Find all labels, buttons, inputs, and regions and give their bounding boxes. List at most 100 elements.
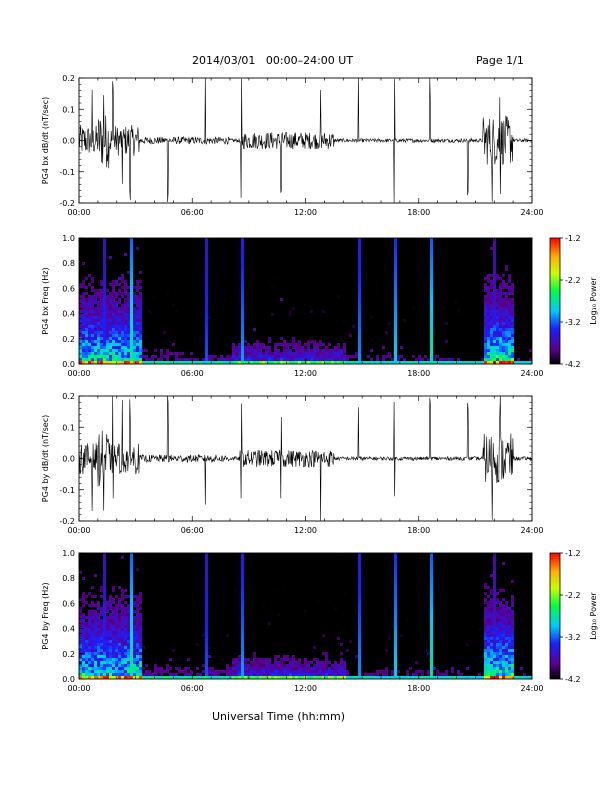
spectrogram-cell	[430, 250, 433, 253]
spectrogram-cell	[133, 298, 136, 301]
spectrogram-cell	[430, 625, 433, 628]
spectrogram-cell	[499, 631, 502, 634]
spectrogram-cell	[124, 589, 127, 592]
spectrogram-cell	[484, 334, 487, 337]
spectrogram-cell	[322, 673, 325, 676]
spectrogram-cell	[118, 346, 121, 349]
spectrogram-cell	[490, 355, 493, 358]
spectrogram-cell	[118, 652, 121, 655]
spectrogram-cell	[133, 622, 136, 625]
spectrogram-cell	[442, 358, 445, 361]
spectrogram-cell	[85, 664, 88, 667]
spectrogram-cell	[499, 616, 502, 619]
spectrogram-cell	[235, 661, 238, 664]
spectrogram-cell	[118, 328, 121, 331]
spectrogram-cell	[94, 625, 97, 628]
spectrogram-cell	[103, 670, 106, 673]
spectrogram-cell	[91, 673, 94, 676]
spectrogram-cell	[97, 346, 100, 349]
spectrogram-cell	[484, 283, 487, 286]
spectrogram-cell	[88, 652, 91, 655]
spectrogram-cell	[112, 673, 115, 676]
spectrogram-cell	[208, 361, 211, 364]
spectrogram-cell	[397, 355, 400, 358]
spectrogram-cell	[289, 352, 292, 355]
spectrogram-cell	[490, 655, 493, 658]
spectrogram-cell	[502, 301, 505, 304]
spectrogram-cell	[499, 337, 502, 340]
spectrogram-cell	[100, 328, 103, 331]
spectrogram-cell	[505, 340, 508, 343]
spectrogram-cell	[445, 322, 448, 325]
spectrogram-cell	[109, 604, 112, 607]
spectrogram-cell	[493, 640, 496, 643]
spectrogram-cell	[496, 349, 499, 352]
spectrogram-cell	[370, 673, 373, 676]
spectrogram-cell	[439, 676, 442, 679]
spectrogram-cell	[121, 274, 124, 277]
spectrogram-cell	[136, 358, 139, 361]
spectrogram-cell	[475, 361, 478, 364]
spectrogram-cell	[124, 319, 127, 322]
spectrogram-cell	[448, 244, 451, 247]
spectrogram-cell	[490, 676, 493, 679]
spectrogram-cell	[289, 349, 292, 352]
spectrogram-cell	[247, 271, 250, 274]
spectrogram-cell	[91, 289, 94, 292]
spectrogram-cell	[79, 334, 82, 337]
spectrogram-cell	[367, 361, 370, 364]
spectrogram-cell	[451, 358, 454, 361]
spectrogram-cell	[112, 310, 115, 313]
spectrogram-cell	[505, 655, 508, 658]
spectrogram-cell	[94, 613, 97, 616]
spectrogram-cell	[160, 676, 163, 679]
spectrogram-cell	[154, 349, 157, 352]
spectrogram-cell	[430, 286, 433, 289]
spectrogram-cell	[262, 358, 265, 361]
spectrogram-cell	[337, 673, 340, 676]
spectrogram-cell	[103, 301, 106, 304]
spectrogram-cell	[487, 601, 490, 604]
spectrogram-cell	[130, 265, 133, 268]
spectrogram-cell	[490, 622, 493, 625]
spectrogram-cell	[271, 673, 274, 676]
spectrogram-cell	[103, 292, 106, 295]
spectrogram-cell	[322, 634, 325, 637]
spectrogram-cell	[121, 346, 124, 349]
spectrogram-cell	[487, 322, 490, 325]
spectrogram-cell	[343, 346, 346, 349]
spectrogram-cell	[397, 361, 400, 364]
spectrogram-cell	[211, 556, 214, 559]
spectrogram-cell	[103, 343, 106, 346]
spectrogram-cell	[493, 340, 496, 343]
spectrogram-cell	[136, 343, 139, 346]
spectrogram-cell	[79, 313, 82, 316]
spectrogram-cell	[430, 667, 433, 670]
page-title: 2014/03/01 00:00–24:00 UT	[192, 54, 354, 67]
spectrogram-cell	[139, 343, 142, 346]
spectrogram-cell	[274, 589, 277, 592]
spectrogram-cell	[130, 331, 133, 334]
spectrogram-cell	[277, 613, 280, 616]
spectrogram-cell	[304, 352, 307, 355]
spectrogram-cell	[292, 664, 295, 667]
spectrogram-cell	[133, 649, 136, 652]
spectrogram-cell	[118, 616, 121, 619]
spectrogram-cell	[130, 568, 133, 571]
spectrogram-cell	[112, 637, 115, 640]
spectrogram-cell	[493, 652, 496, 655]
spectrogram-cell	[364, 676, 367, 679]
spectrogram-cell	[295, 661, 298, 664]
spectrogram-cell	[496, 340, 499, 343]
spectrogram-cell	[205, 628, 208, 631]
spectrogram-cell	[337, 670, 340, 673]
spectrogram-cell	[493, 586, 496, 589]
spectrogram-cell	[208, 655, 211, 658]
spectrogram-cell	[94, 337, 97, 340]
spectrogram-cell	[340, 352, 343, 355]
spectrogram-cell	[511, 325, 514, 328]
spectrogram-cell	[427, 670, 430, 673]
spectrogram-cell	[484, 658, 487, 661]
spectrogram-cell	[94, 361, 97, 364]
spectrogram-cell	[118, 361, 121, 364]
